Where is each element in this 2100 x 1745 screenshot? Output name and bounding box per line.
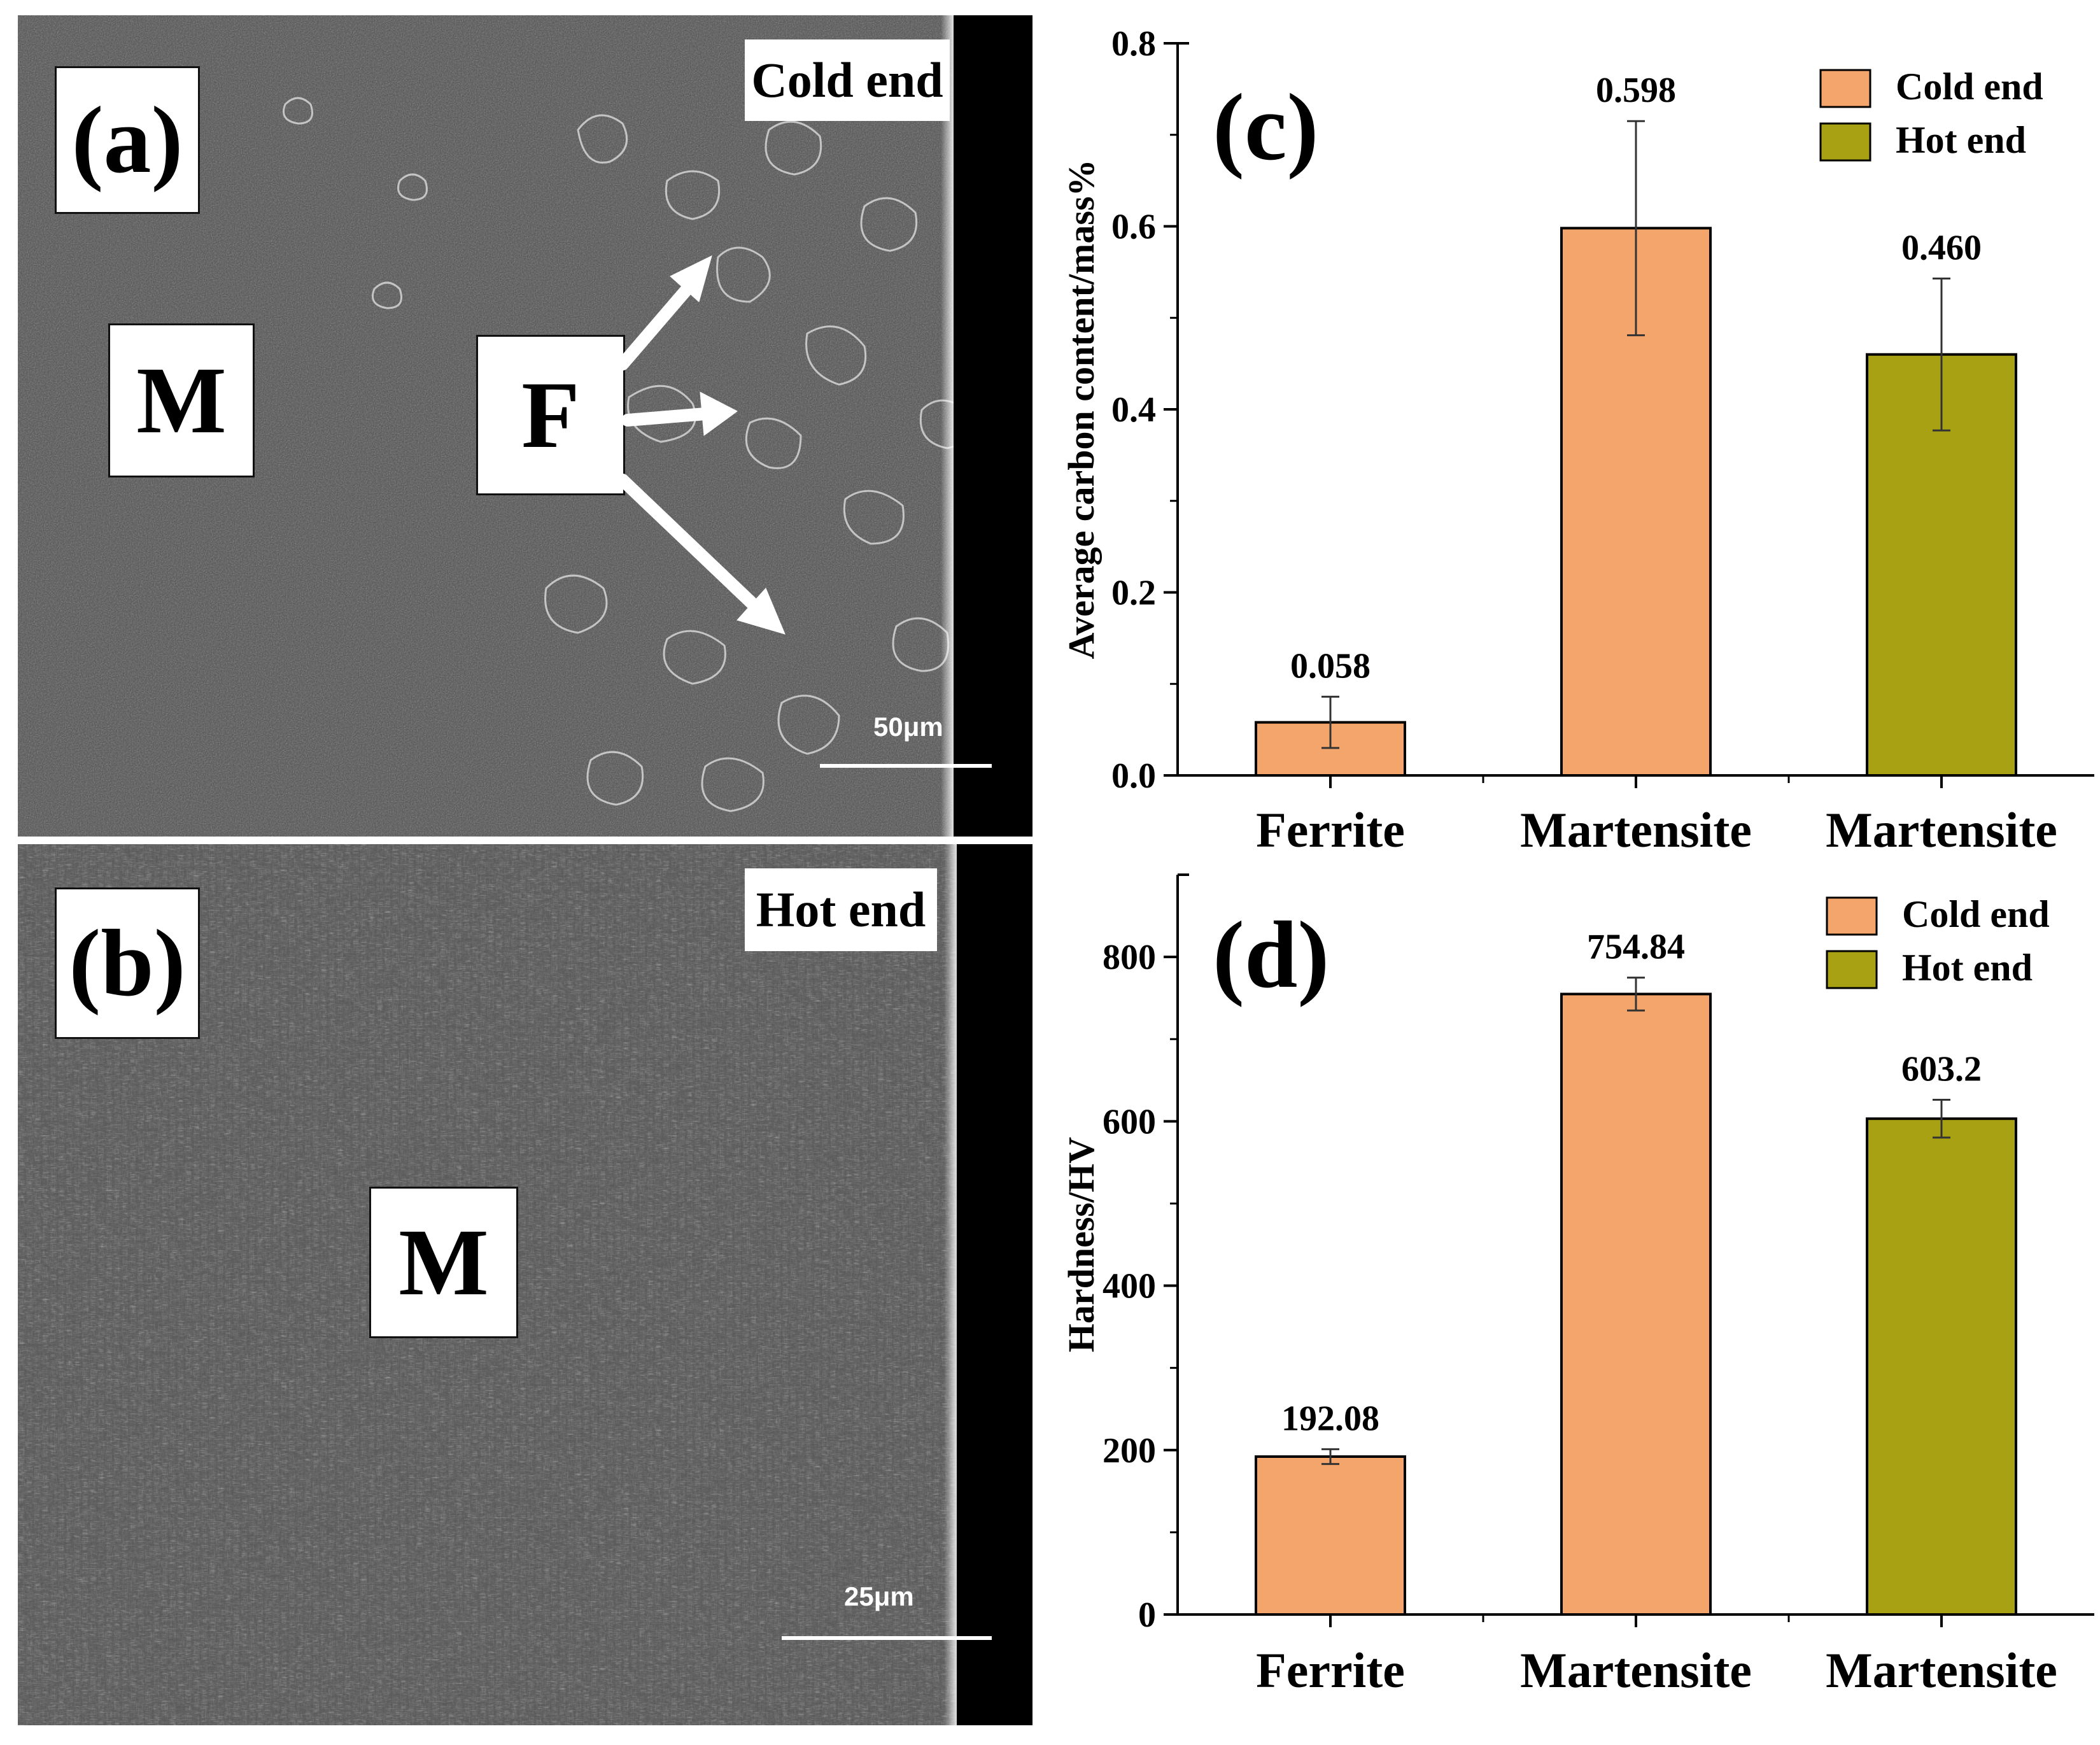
bar-martensite-hot-end [1866, 1117, 2017, 1616]
data-label: 0.058 [1290, 646, 1371, 686]
y-tick-label: 600 [1103, 1102, 1156, 1141]
sem-panel-b: (b) Hot end M 25μm [18, 844, 1032, 1725]
corner-tag-cold-end: Cold end [745, 39, 950, 121]
y-tick-label: 0.0 [1111, 756, 1156, 796]
data-label: 0.460 [1901, 228, 1982, 267]
scale-label-b: 25μm [844, 1581, 914, 1611]
ferrite-arrows [616, 255, 786, 635]
chart-d-svg: 0 200 400 600 800 Hardness/HV 192.08 Ferrite 754… [1061, 873, 2094, 1698]
bar-martensite-cold-end [1560, 993, 1712, 1616]
sem-texture-b [18, 844, 1032, 1725]
x-tick-label: Martensite [1826, 1643, 2057, 1698]
chart-c: 0.0 0.2 0.4 0.6 0.8 Average carbon content/ma… [1038, 13, 2100, 859]
y-tick-label: 0 [1138, 1595, 1156, 1635]
x-tick-label: Martensite [1826, 802, 2057, 858]
ferrite-grain-outlines [283, 97, 971, 812]
y-tick-label: 800 [1103, 938, 1156, 977]
y-tick-label: 200 [1103, 1431, 1156, 1471]
legend-swatch-hot-end [1819, 122, 1871, 162]
panel-label-b: (b) [55, 887, 200, 1039]
chart-d: 0 200 400 600 800 Hardness/HV 192.08 Ferrite 754… [1038, 866, 2100, 1738]
y-axis-label: Average carbon content/mass% [1061, 159, 1102, 659]
data-label: 0.598 [1596, 71, 1676, 110]
y-axis-label: Hardness/HV [1061, 1137, 1102, 1352]
scale-bar-b [782, 1636, 992, 1640]
legend-label-cold-end: Cold end [1902, 893, 2050, 935]
data-label: 603.2 [1901, 1050, 1982, 1089]
y-tick-label: 0.4 [1111, 390, 1156, 430]
legend-label-cold-end: Cold end [1896, 66, 2043, 108]
panel-label-d: (d) [1213, 902, 1329, 1008]
scale-bar-a [820, 764, 992, 768]
y-tick-label: 0.2 [1111, 574, 1156, 613]
panel-label-a: (a) [55, 66, 200, 214]
data-label: 192.08 [1281, 1399, 1379, 1438]
y-tick-label: 0.8 [1111, 24, 1156, 64]
data-label: 754.84 [1587, 928, 1685, 967]
x-tick-label: Ferrite [1256, 802, 1405, 858]
sem-panel-a: (a) Cold end M F 50μm [18, 15, 1032, 837]
x-tick-label: Martensite [1520, 802, 1752, 858]
chart-c-svg: 0.0 0.2 0.4 0.6 0.8 Average carbon content/ma… [1061, 24, 2094, 858]
legend-label-hot-end: Hot end [1896, 119, 2026, 161]
legend-swatch-hot-end [1826, 950, 1878, 989]
phase-label-ferrite: F [476, 335, 625, 495]
y-tick-label: 400 [1103, 1267, 1156, 1306]
x-tick-label: Ferrite [1256, 1643, 1405, 1698]
legend-swatch-cold-end [1826, 896, 1878, 936]
y-tick-label: 0.6 [1111, 208, 1156, 247]
phase-label-martensite-a: M [108, 323, 255, 477]
bar-ferrite-cold-end [1255, 1455, 1406, 1616]
x-tick-label: Martensite [1520, 1643, 1752, 1698]
panel-label-c: (c) [1213, 74, 1318, 180]
scale-label-a: 50μm [873, 712, 943, 742]
legend-swatch-cold-end [1819, 69, 1871, 108]
corner-tag-hot-end: Hot end [745, 868, 937, 951]
phase-label-martensite-b: M [369, 1187, 518, 1338]
legend-label-hot-end: Hot end [1902, 947, 2033, 989]
